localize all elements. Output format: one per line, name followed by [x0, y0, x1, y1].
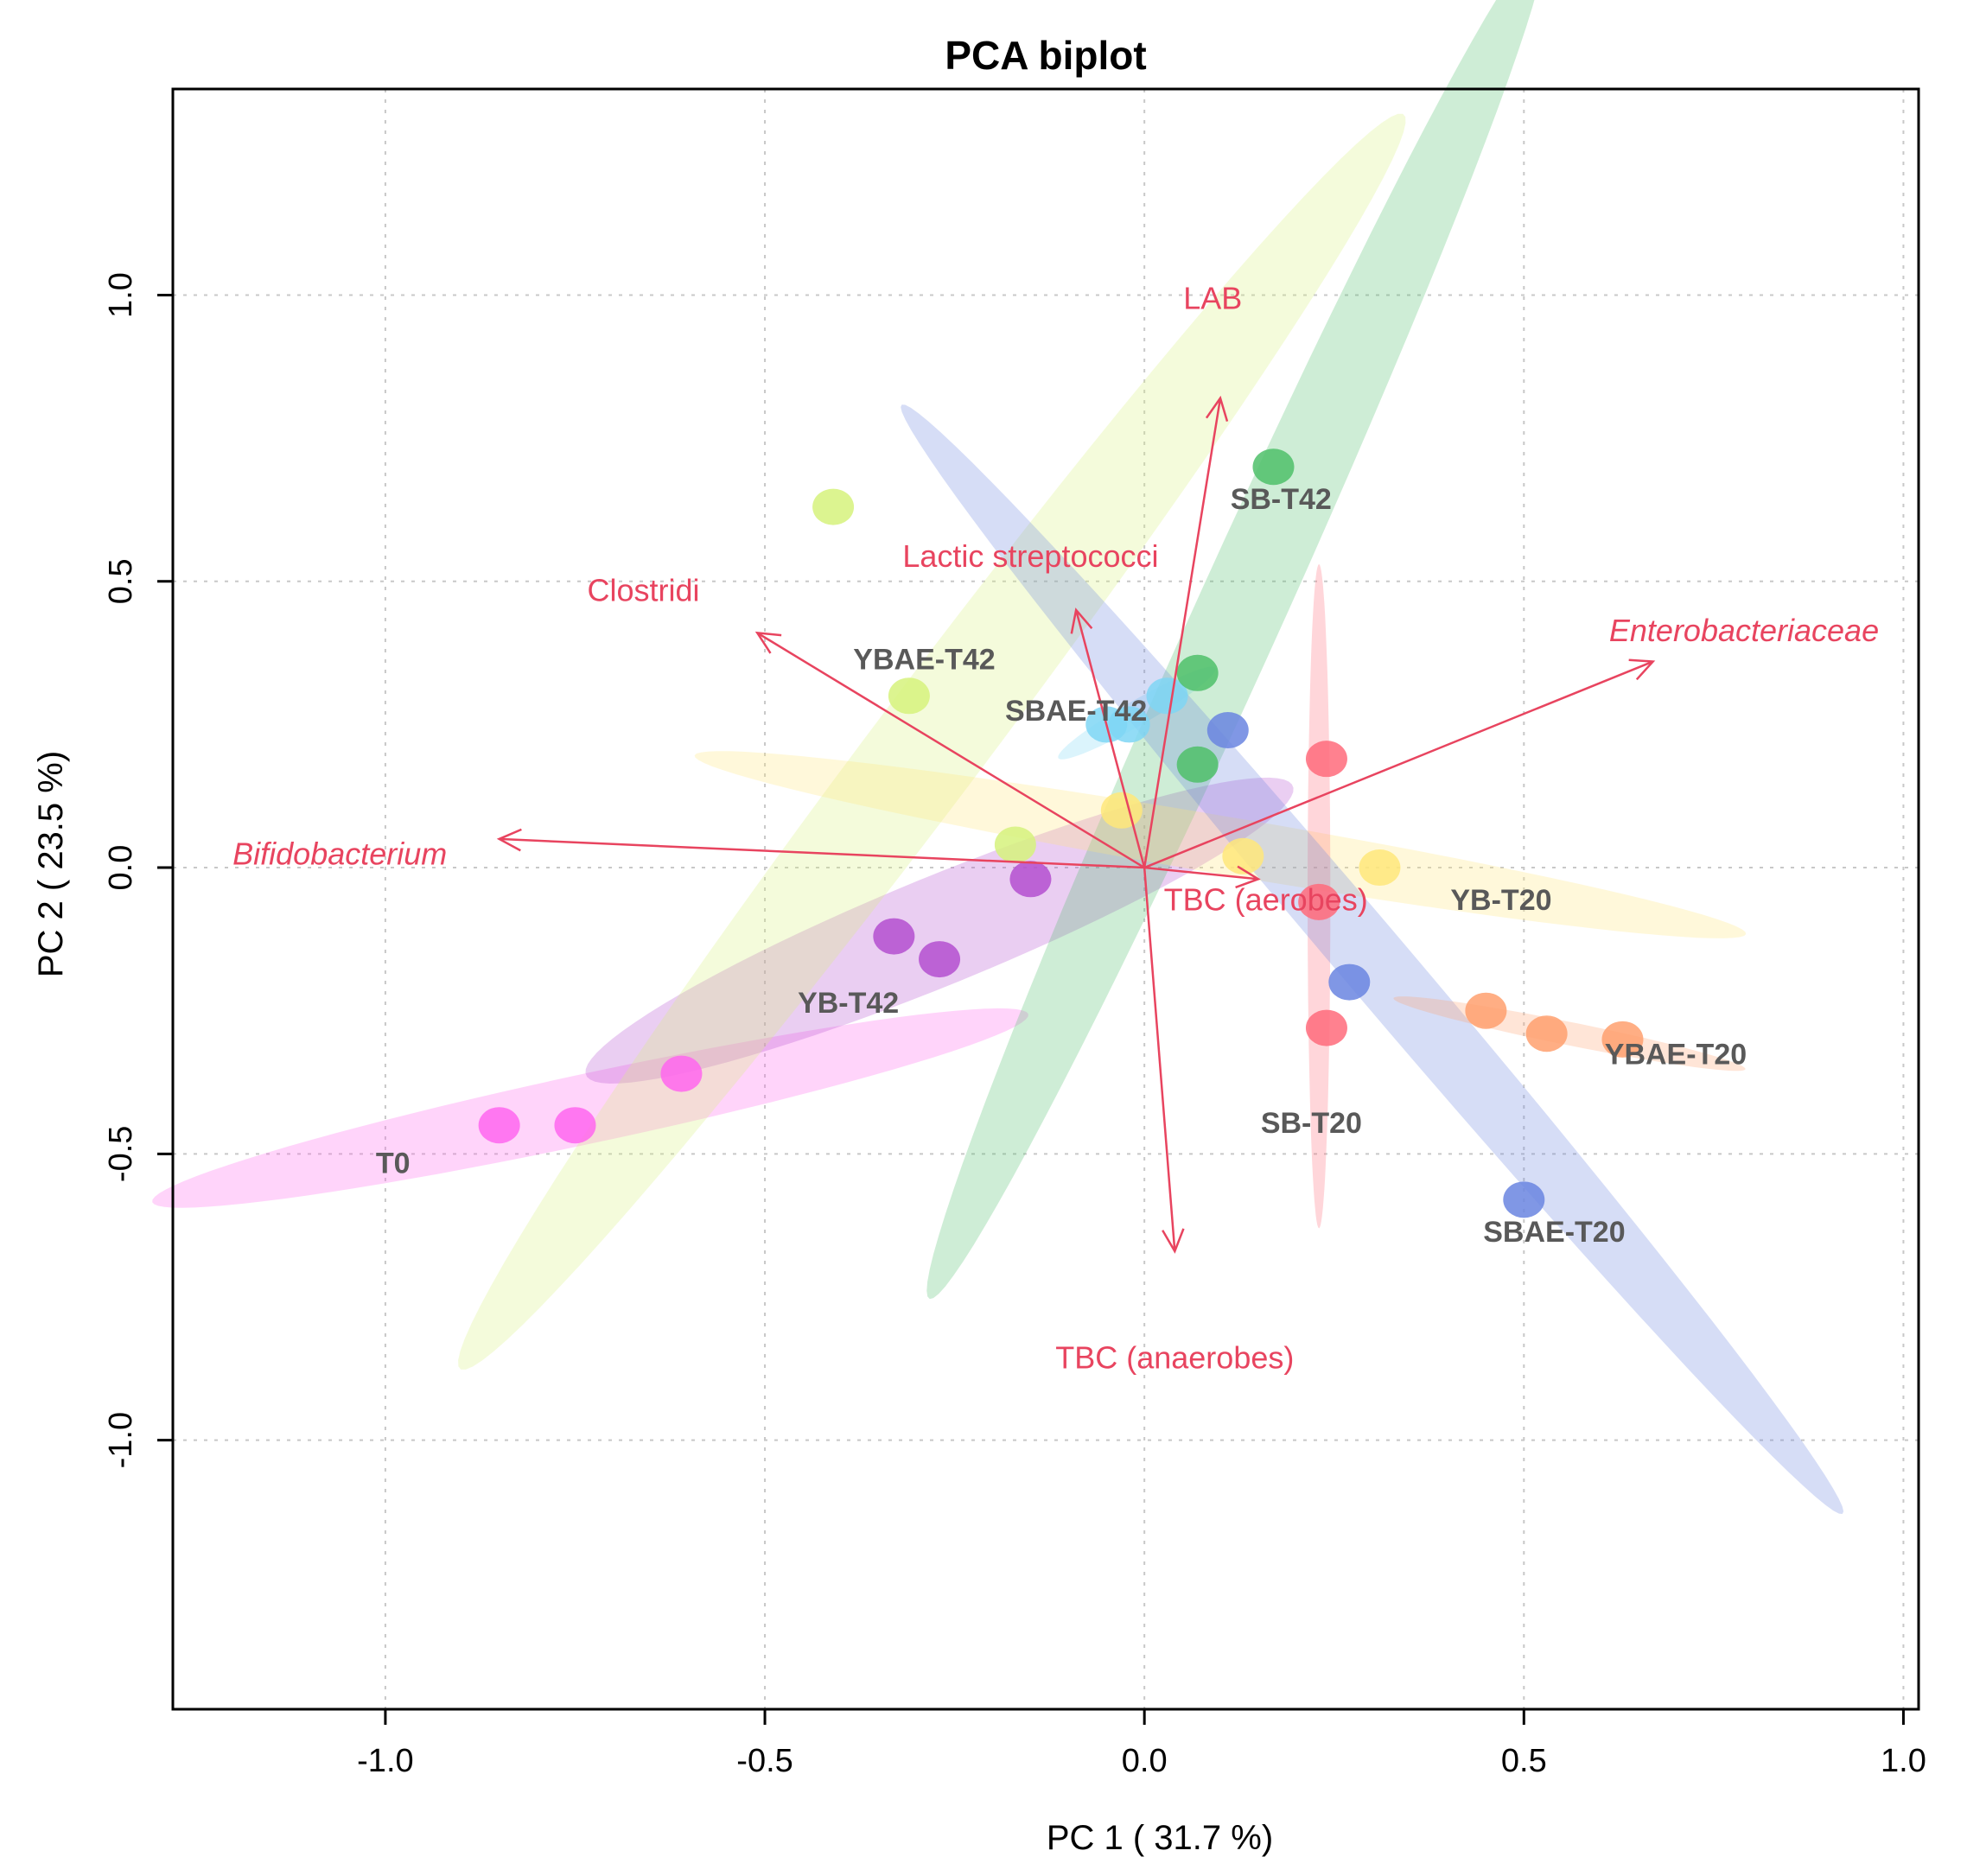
variable-label: Lactic streptococci: [902, 538, 1158, 574]
confidence-ellipses: [152, 0, 1844, 1515]
arrowhead-3: [1628, 658, 1656, 681]
ellipse-sbae-t20: [901, 404, 1844, 1515]
annotation-labels: LAB Lactic streptococci Clostridi Enterobac…: [232, 281, 1879, 1376]
x-tick-label: -0.5: [736, 1743, 793, 1779]
point-sbae-t20: [1206, 712, 1249, 749]
group-label: YB-T42: [798, 987, 899, 1020]
variable-label: Enterobacteriaceae: [1609, 613, 1879, 648]
point-ybae-t20: [1601, 1021, 1644, 1058]
variable-label: Clostridi: [588, 573, 700, 608]
arrowhead-5: [1235, 865, 1261, 889]
plot-frame: [171, 87, 1920, 1711]
point-ybae-t42: [888, 677, 930, 715]
arrowhead-0: [1205, 395, 1229, 422]
group-label: YBAE-T20: [1605, 1039, 1747, 1072]
group-label: T0: [376, 1148, 411, 1180]
point-t0: [660, 1055, 703, 1092]
point-yb-t42: [919, 941, 961, 978]
chart-title: PCA biplot: [945, 33, 1146, 78]
arrow-2: [756, 632, 1145, 869]
group-label: YBAE-T42: [853, 644, 995, 677]
arrowhead-2: [754, 631, 782, 654]
point-ybae-t20: [1525, 1015, 1568, 1052]
point-yb-t42: [1009, 861, 1052, 898]
y-axis-label: PC 2 ( 23.5 %): [32, 751, 70, 977]
y-tick-label: -1.0: [103, 1412, 139, 1468]
arrow-0: [1143, 397, 1222, 868]
arrow-1: [1074, 609, 1146, 868]
variable-label: TBC (aerobes): [1164, 881, 1368, 917]
arrow-3: [1143, 660, 1654, 869]
point-sb-t42: [1252, 448, 1295, 486]
point-sbae-t42: [1146, 677, 1188, 715]
group-label: YB-T20: [1450, 884, 1551, 917]
x-tick-label: -1.0: [357, 1743, 413, 1779]
variable-label: TBC (anaerobes): [1055, 1339, 1294, 1375]
loading-arrows: [496, 395, 1656, 1254]
variable-label: LAB: [1183, 281, 1242, 316]
point-t0: [554, 1107, 596, 1144]
point-sbae-t42: [1108, 706, 1150, 743]
ellipse-ybae-t42: [458, 113, 1406, 1370]
ellipse-sb-t42: [926, 0, 1535, 1300]
x-axis-label: PC 1 ( 31.7 %): [1047, 1819, 1273, 1857]
axes: -1.0 -0.5 0.0 0.5 1.0 -1.0 -0.5 0.0 0.5 1.0: [103, 87, 1926, 1779]
point-sb-t20: [1305, 1009, 1347, 1046]
arrowhead-1: [1070, 607, 1093, 634]
arrowhead-6: [1162, 1228, 1185, 1254]
point-sbae-t20: [1328, 963, 1371, 1001]
point-ybae-t42: [812, 488, 855, 525]
variable-label: Bifidobacterium: [232, 836, 447, 871]
arrow-4: [499, 837, 1145, 869]
sample-points: [478, 448, 1644, 1218]
arrow-6: [1143, 867, 1176, 1252]
point-sbae-t20: [1503, 1181, 1545, 1218]
ellipse-yb-t42: [585, 777, 1294, 1084]
arrowhead-4: [496, 828, 522, 852]
point-yb-t42: [873, 918, 915, 955]
point-t0: [478, 1107, 520, 1144]
point-sb-t42: [1176, 746, 1219, 783]
x-tick-label: 0.0: [1122, 1743, 1168, 1779]
x-tick-label: 0.5: [1501, 1743, 1547, 1779]
point-yb-t20: [1222, 837, 1264, 874]
group-label: SB-T42: [1231, 483, 1332, 516]
point-ybae-t42: [994, 826, 1036, 863]
point-sb-t20: [1305, 741, 1347, 778]
point-ybae-t20: [1465, 992, 1507, 1029]
y-tick-label: -0.5: [103, 1126, 139, 1182]
point-yb-t20: [1359, 849, 1401, 887]
group-label: SB-T20: [1261, 1107, 1362, 1140]
grid: [173, 89, 1919, 1709]
group-label: SBAE-T20: [1483, 1216, 1625, 1249]
point-yb-t20: [1100, 792, 1143, 829]
ellipse-yb-t20: [694, 751, 1747, 938]
y-tick-label: 0.0: [103, 845, 139, 891]
point-sb-t42: [1176, 654, 1219, 691]
ellipse-t0: [152, 1008, 1028, 1208]
group-label: SBAE-T42: [1005, 695, 1147, 728]
x-tick-label: 1.0: [1881, 1743, 1926, 1779]
arrow-5: [1144, 866, 1259, 881]
point-sb-t20: [1298, 883, 1340, 920]
y-tick-label: 0.5: [103, 558, 139, 604]
y-tick-label: 1.0: [103, 272, 139, 318]
